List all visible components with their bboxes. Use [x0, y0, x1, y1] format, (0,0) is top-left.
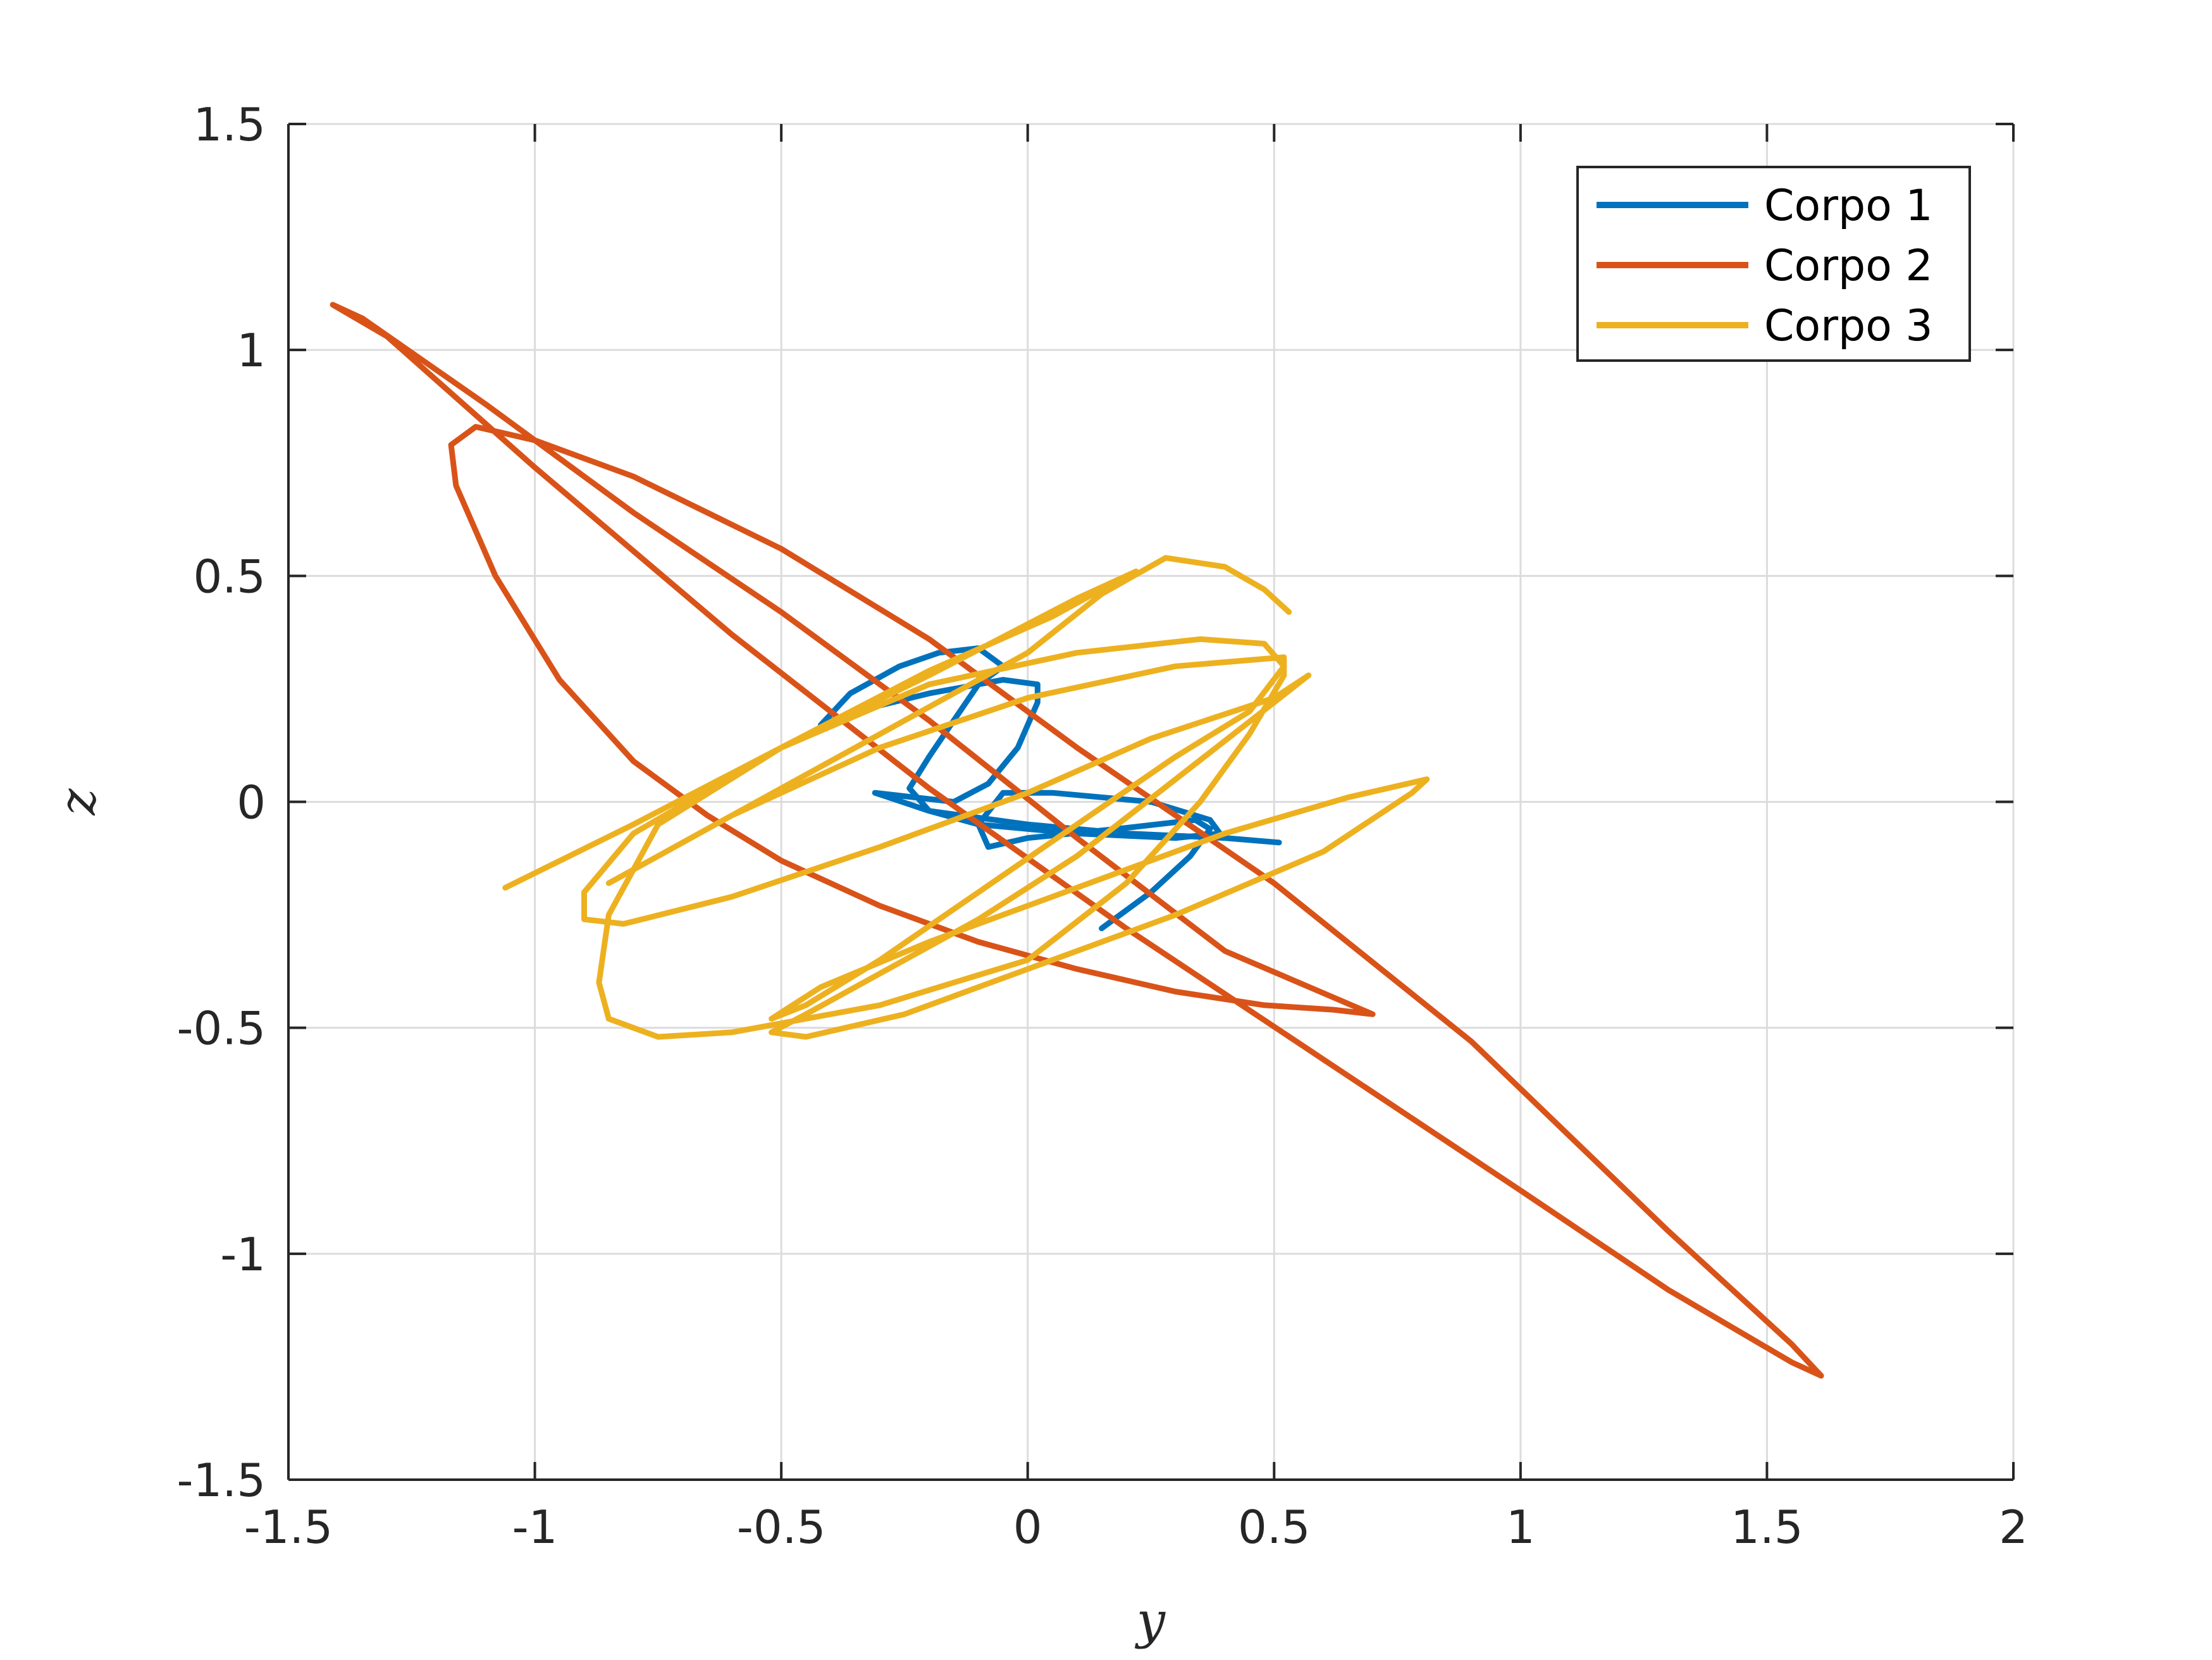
x-tick-label: -1.5	[244, 1501, 333, 1554]
series-line-2	[330, 302, 1824, 1379]
y-tick-label: 1.5	[193, 98, 266, 151]
y-tick-label: 0	[237, 776, 266, 829]
legend-label-3: Corpo 3	[1764, 301, 1933, 351]
x-tick-label: -1	[512, 1501, 558, 1554]
series-line-1	[818, 645, 1282, 931]
y-tick-label: -0.5	[177, 1002, 266, 1055]
x-axis-ticks: -1.5 -1 -0.5 0 0.5 1 1.5 2	[244, 124, 2028, 1554]
x-tick-label: 1.5	[1731, 1501, 1803, 1554]
x-tick-label: -0.5	[737, 1501, 825, 1554]
series-layer	[330, 302, 1824, 1379]
y-tick-label: 1	[237, 324, 266, 377]
x-tick-label: 2	[1999, 1501, 2028, 1554]
y-axis-ticks: -1.5 -1 -0.5 0 0.5 1 1.5	[177, 98, 2013, 1507]
x-tick-label: 0.5	[1238, 1501, 1311, 1554]
x-tick-label: 1	[1506, 1501, 1535, 1554]
x-tick-label: 0	[1013, 1501, 1042, 1554]
legend-label-2: Corpo 2	[1764, 241, 1933, 291]
y-axis-label: z	[48, 788, 107, 816]
x-axis-label: y	[1135, 1591, 1166, 1650]
y-tick-label: -1.5	[177, 1454, 266, 1507]
y-tick-label: -1	[220, 1228, 266, 1281]
y-tick-label: 0.5	[193, 550, 266, 603]
legend-label-1: Corpo 1	[1764, 181, 1933, 231]
series-line-3	[502, 555, 1430, 1040]
legend: Corpo 1 Corpo 2 Corpo 3	[1576, 166, 1971, 362]
